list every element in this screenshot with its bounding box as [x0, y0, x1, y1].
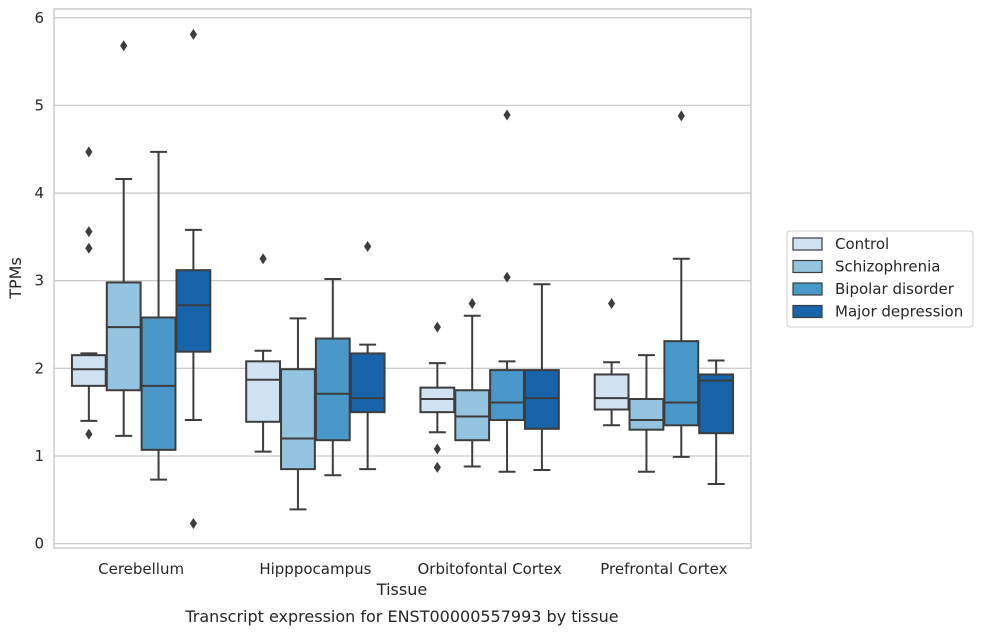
box-group	[349, 241, 386, 471]
outlier-point	[259, 253, 267, 265]
box-group	[314, 277, 351, 477]
box-group	[419, 321, 456, 473]
outlier-point	[85, 226, 93, 238]
legend-label: Bipolar disorder	[835, 280, 955, 298]
legend-label: Schizophrenia	[835, 258, 940, 276]
plot-frame	[53, 8, 752, 549]
box	[314, 337, 351, 442]
box	[140, 316, 177, 451]
legend-label: Major depression	[835, 303, 963, 321]
box-group	[698, 359, 735, 486]
box	[280, 368, 316, 471]
y-axis-label: TPMs	[6, 257, 25, 300]
chart-caption: Transcript expression for ENST0000055799…	[184, 607, 618, 626]
boxes-layer	[70, 28, 735, 529]
y-tick-label: 2	[34, 359, 44, 377]
box	[663, 340, 700, 427]
outlier-point	[85, 242, 93, 254]
outlier-point	[189, 517, 197, 529]
box-group	[489, 109, 525, 473]
legend: Control Schizophrenia Bipolar disorder Majo…	[786, 230, 974, 328]
legend-swatch	[792, 259, 823, 274]
box	[454, 389, 491, 442]
x-tick-label: Orbitofontal Cortex	[418, 560, 562, 578]
box-group	[140, 150, 177, 481]
legend-label: Control	[835, 235, 889, 253]
box-group	[280, 317, 316, 511]
y-tick-label: 1	[34, 447, 44, 465]
y-tick-label: 4	[34, 184, 44, 202]
x-tick-label: Cerebellum	[98, 560, 184, 578]
y-tick-label: 3	[34, 272, 44, 290]
outlier-point	[433, 321, 441, 333]
box-group	[663, 110, 700, 458]
box-group	[523, 283, 560, 471]
box	[489, 369, 525, 422]
outlier-point	[189, 28, 197, 40]
box-group	[70, 146, 107, 440]
box	[628, 398, 665, 431]
box-group	[593, 297, 630, 427]
box	[70, 354, 107, 387]
legend-swatch	[792, 304, 823, 319]
y-tick-labels: 0 1 2 3 4 5 6	[34, 9, 44, 553]
box-group	[454, 297, 491, 468]
outlier-point	[468, 297, 476, 309]
box	[245, 360, 282, 423]
box-group	[175, 28, 212, 529]
box-group	[245, 253, 282, 453]
legend-swatch	[792, 237, 823, 251]
legend-frame	[786, 230, 974, 328]
outlier-point	[433, 443, 441, 455]
box	[349, 352, 386, 414]
outlier-point	[85, 428, 93, 440]
outlier-point	[120, 40, 128, 52]
outlier-point	[677, 110, 685, 122]
box	[105, 281, 142, 392]
outlier-point	[608, 297, 616, 309]
legend-swatch	[792, 282, 823, 296]
x-axis-label: Tissue	[376, 580, 427, 599]
box	[593, 373, 630, 411]
box	[523, 369, 560, 430]
y-tick-label: 6	[34, 9, 44, 27]
outlier-point	[503, 109, 511, 121]
y-tick-label: 5	[34, 96, 44, 114]
outlier-point	[364, 241, 372, 253]
box-group	[105, 40, 142, 437]
x-tick-label: Hipppocampus	[259, 560, 371, 578]
outlier-point	[433, 461, 441, 473]
box	[175, 269, 212, 353]
outlier-point	[503, 271, 511, 283]
x-tick-label: Prefrontal Cortex	[600, 560, 727, 578]
x-tick-labels: Cerebellum Hipppocampus Orbitofontal Corte…	[98, 560, 727, 578]
outlier-point	[85, 146, 93, 158]
y-tick-label: 0	[34, 535, 44, 553]
box	[698, 373, 735, 435]
box-group	[628, 354, 665, 473]
